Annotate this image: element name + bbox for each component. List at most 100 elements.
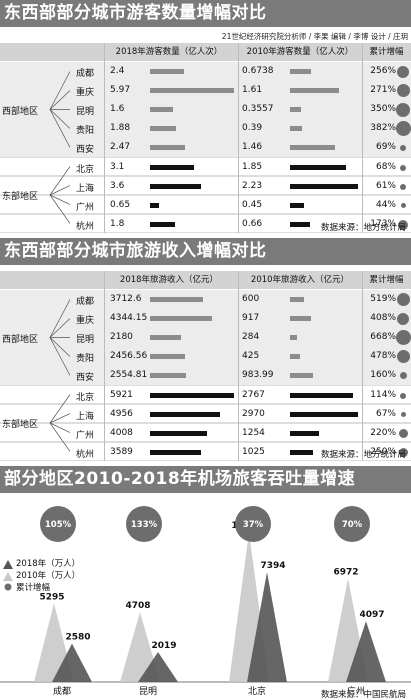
region-label: 西部地区 bbox=[2, 334, 39, 345]
city-label: 昆明 bbox=[75, 335, 94, 345]
value-2018: 2456.56 bbox=[110, 351, 148, 361]
growth-circle bbox=[126, 506, 162, 542]
value-2010: 2.23 bbox=[242, 181, 263, 191]
growth-dot bbox=[396, 350, 410, 363]
value-label-2010: 5295 bbox=[39, 592, 64, 602]
table-row: 贵阳 1.88 0.39 382% bbox=[0, 119, 411, 138]
column-divider bbox=[362, 271, 363, 461]
airport-title: 部分地区2010-2018年机场旅客吞吐量增速 bbox=[0, 466, 411, 493]
value-2010: 1.46 bbox=[242, 142, 263, 152]
column-divider bbox=[238, 43, 239, 233]
bar-2010 bbox=[290, 145, 335, 150]
region-label: 东部地区 bbox=[2, 420, 39, 430]
credit-line: 21世纪经济研究院分析师 / 李果 编辑 / 李博 设计 / 庄玥 bbox=[221, 32, 408, 41]
bar-2010 bbox=[290, 412, 358, 417]
bracket-line bbox=[49, 90, 70, 110]
growth-dot bbox=[396, 84, 410, 97]
legend-2018: 2018年（万人） bbox=[16, 558, 80, 569]
bracket-line bbox=[49, 194, 70, 224]
value-2010: 0.66 bbox=[242, 219, 263, 229]
peak-2018 bbox=[247, 572, 287, 682]
city-label: 昆明 bbox=[75, 107, 94, 117]
growth-label: 519% bbox=[370, 294, 396, 304]
bar-2010 bbox=[290, 126, 302, 131]
growth-label: 37% bbox=[243, 520, 264, 530]
bar-2010 bbox=[290, 222, 310, 227]
city-label: 重庆 bbox=[75, 316, 94, 326]
growth-dot bbox=[395, 121, 411, 136]
growth-dot bbox=[400, 183, 406, 190]
value-2010: 0.6738 bbox=[242, 66, 274, 76]
table-row: 贵阳 2456.56 425 478% bbox=[0, 347, 411, 366]
bar-2018 bbox=[150, 126, 176, 131]
bar-2018 bbox=[150, 297, 203, 302]
column-divider bbox=[104, 271, 105, 461]
category-label: 广州 bbox=[347, 685, 365, 697]
table-row: 成都 2.4 0.6738 256% bbox=[0, 62, 411, 81]
growth-dot bbox=[398, 429, 408, 438]
bracket-line bbox=[49, 413, 70, 424]
table-row: 重庆 4344.15 917 408% bbox=[0, 309, 411, 328]
growth-circle bbox=[334, 506, 370, 542]
bracket-line bbox=[49, 185, 70, 196]
region-brackets bbox=[49, 299, 70, 452]
value-2018: 3712.6 bbox=[110, 294, 142, 304]
city-label: 西安 bbox=[75, 145, 94, 155]
growth-label: 250% bbox=[370, 447, 396, 457]
growth-label: 478% bbox=[370, 351, 396, 361]
value-2010: 0.45 bbox=[242, 200, 263, 210]
legend-growth: 累计增幅 bbox=[16, 582, 51, 593]
value-2010: 1.85 bbox=[242, 162, 263, 172]
header-growth: 累计增幅 bbox=[369, 47, 404, 57]
city-label: 上海 bbox=[75, 412, 94, 422]
bracket-line bbox=[49, 422, 70, 433]
table-row: 重庆 5.97 1.61 271% bbox=[0, 81, 411, 100]
city-label: 重庆 bbox=[75, 88, 94, 98]
column-divider bbox=[362, 43, 363, 233]
header-2018: 2018年旅游收入（亿元） bbox=[119, 275, 219, 285]
peak-2018 bbox=[52, 643, 92, 682]
city-label: 上海 bbox=[75, 184, 94, 194]
value-2018: 0.65 bbox=[110, 200, 131, 210]
city-label: 西安 bbox=[75, 373, 94, 383]
bracket-line bbox=[49, 337, 70, 376]
peak-2018 bbox=[346, 621, 386, 682]
table-row: 杭州 3589 1025 250% bbox=[0, 442, 411, 461]
bar-2010 bbox=[290, 354, 300, 359]
bar-2018 bbox=[150, 335, 181, 340]
city-label: 杭州 bbox=[75, 222, 94, 232]
value-2010: 1.61 bbox=[242, 85, 263, 95]
bar-2010 bbox=[290, 431, 319, 436]
value-2010: 600 bbox=[242, 294, 260, 304]
growth-circle bbox=[235, 506, 271, 542]
growth-label: 105% bbox=[45, 520, 72, 530]
growth-dot bbox=[400, 203, 406, 208]
tourists-title: 东西部部分城市游客数量增幅对比 bbox=[0, 0, 411, 27]
bar-2010 bbox=[290, 184, 358, 189]
legend-2010: 2010年（万人） bbox=[16, 570, 80, 581]
growth-dot bbox=[397, 65, 409, 78]
bar-2010 bbox=[290, 393, 353, 398]
city-label: 成都 bbox=[75, 69, 94, 79]
bracket-line bbox=[49, 71, 70, 110]
legend-mark-2010 bbox=[3, 572, 13, 581]
bar-2010 bbox=[290, 450, 313, 455]
bar-2018 bbox=[150, 316, 212, 321]
value-2018: 5921 bbox=[110, 390, 133, 400]
bar-2018 bbox=[150, 431, 207, 436]
tourists-table-header: 2018年游客数量（亿人次） 2010年游客数量（亿人次） 累计增幅 bbox=[0, 43, 411, 61]
bar-2018 bbox=[150, 88, 234, 93]
value-2018: 2180 bbox=[110, 332, 133, 342]
legend-mark-growth bbox=[4, 583, 12, 591]
city-label: 北京 bbox=[75, 165, 94, 175]
value-2018: 4344.15 bbox=[110, 313, 148, 323]
value-2018: 5.97 bbox=[110, 85, 131, 95]
header-2010: 2010年游客数量（亿人次） bbox=[246, 47, 354, 57]
bracket-line bbox=[49, 394, 70, 424]
column-divider bbox=[104, 43, 105, 233]
value-2018: 2.47 bbox=[110, 142, 131, 152]
value-2018: 3589 bbox=[110, 447, 133, 457]
city-label: 北京 bbox=[75, 393, 94, 403]
growth-label: 67% bbox=[375, 409, 396, 419]
table-row: 昆明 1.6 0.3557 350% bbox=[0, 100, 411, 119]
